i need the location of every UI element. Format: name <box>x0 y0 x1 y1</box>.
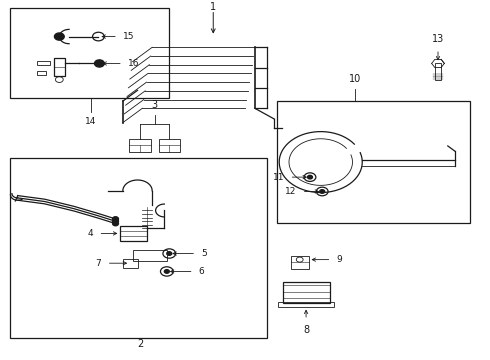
Circle shape <box>320 190 325 193</box>
Text: 14: 14 <box>85 117 97 126</box>
Text: 16: 16 <box>128 59 139 68</box>
Circle shape <box>308 175 313 179</box>
Text: 2: 2 <box>137 339 143 349</box>
Bar <box>435 63 441 80</box>
Bar <box>37 61 49 65</box>
Circle shape <box>164 270 169 273</box>
Bar <box>54 58 65 76</box>
Text: 3: 3 <box>151 100 158 110</box>
Bar <box>283 282 330 303</box>
Circle shape <box>113 219 119 224</box>
Bar <box>37 71 46 75</box>
Circle shape <box>113 221 119 226</box>
Bar <box>277 101 470 223</box>
Circle shape <box>54 33 64 40</box>
Bar <box>159 139 180 152</box>
Bar <box>10 158 267 338</box>
Circle shape <box>113 217 119 221</box>
Text: 4: 4 <box>88 229 94 238</box>
Text: 9: 9 <box>336 255 342 264</box>
Text: 10: 10 <box>349 74 361 84</box>
Text: 13: 13 <box>432 35 444 44</box>
Text: 12: 12 <box>285 187 296 196</box>
Circle shape <box>95 60 104 67</box>
Bar <box>10 8 169 98</box>
Bar <box>133 250 167 261</box>
Bar <box>121 226 147 241</box>
Text: 7: 7 <box>95 259 101 268</box>
Text: 11: 11 <box>272 173 284 182</box>
Circle shape <box>167 252 172 255</box>
Bar <box>129 139 151 152</box>
Bar <box>278 302 334 307</box>
Bar <box>123 259 138 267</box>
Text: 6: 6 <box>198 267 204 276</box>
Bar <box>291 256 309 269</box>
Text: 15: 15 <box>123 32 134 41</box>
Text: 1: 1 <box>210 3 216 13</box>
Text: 8: 8 <box>303 324 309 334</box>
Text: 5: 5 <box>201 249 207 258</box>
